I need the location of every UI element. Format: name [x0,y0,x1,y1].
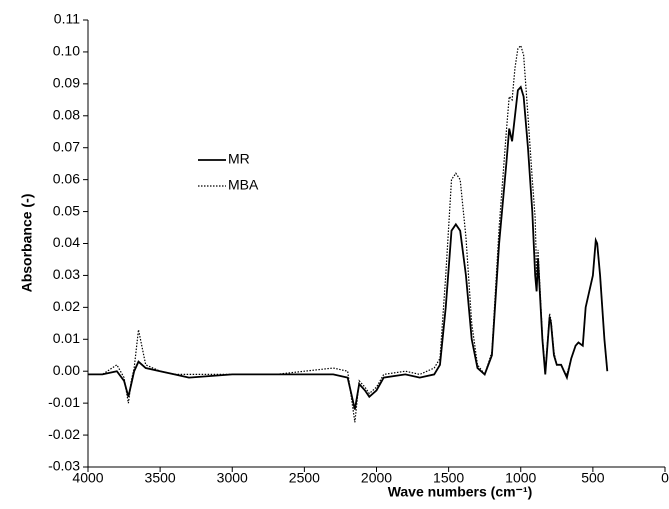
y-tick-label: 0.04 [53,234,80,250]
y-tick-label: 0.07 [53,138,80,154]
x-axis-title: Wave numbers (cm⁻¹) [388,484,533,500]
legend-label: MBA [228,177,259,193]
y-tick-label: 0.09 [53,75,80,91]
y-tick-label: 0.01 [53,330,80,346]
y-tick-label: 0.03 [53,266,80,282]
y-tick-label: 0.06 [53,170,80,186]
series-line [88,85,609,410]
legend-label: MR [228,151,250,167]
x-tick-label: 500 [581,470,605,486]
x-tick-label: 2500 [289,470,320,486]
x-tick-label: 3000 [217,470,248,486]
y-tick-label: -0.03 [48,458,80,474]
y-tick-label: -0.02 [48,426,80,442]
x-tick-label: 1000 [505,470,536,486]
y-tick-label: 0.11 [54,11,80,27]
x-tick-label: 0 [661,470,669,486]
x-tick-label: 1500 [433,470,464,486]
y-tick-label: 0.02 [53,298,80,314]
x-tick-label: 3500 [145,470,176,486]
y-tick-label: 0.10 [53,43,80,59]
y-tick-label: -0.01 [48,394,80,410]
y-tick-label: 0.08 [53,106,80,122]
x-tick-label: 4000 [72,470,103,486]
x-tick-label: 2000 [361,470,392,486]
series-line [88,44,608,423]
y-tick-label: 0.05 [53,202,80,218]
y-tick-label: 0.00 [53,362,80,378]
y-axis-title: Absorbance (-) [19,194,35,293]
